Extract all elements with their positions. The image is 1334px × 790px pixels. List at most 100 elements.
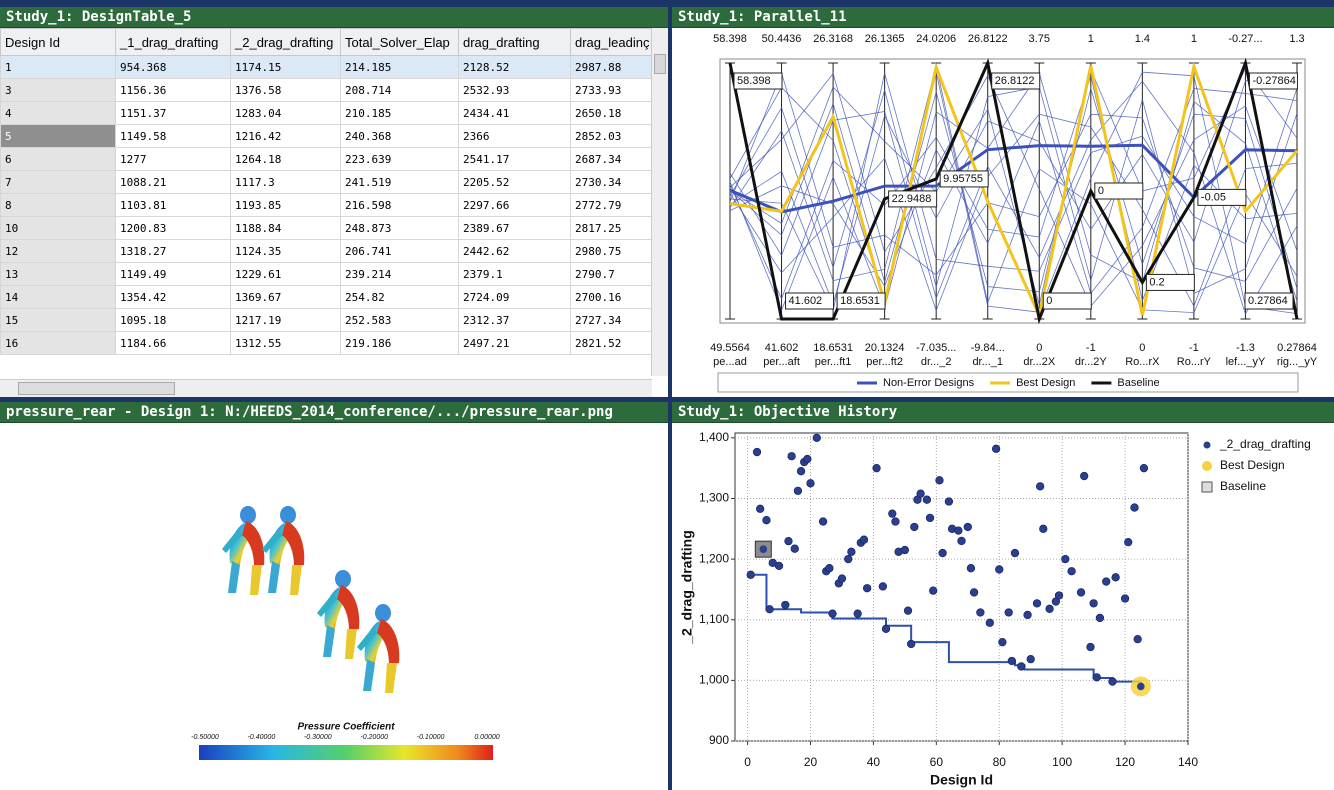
axis-top-label: 26.8122 bbox=[968, 33, 1008, 45]
scroll-thumb[interactable] bbox=[18, 382, 175, 395]
table-cell: 2724.09 bbox=[458, 285, 571, 309]
column-header[interactable]: Design Id bbox=[0, 28, 116, 56]
axis-name: Ro...rY bbox=[1177, 356, 1212, 368]
y-tick-label: 1,100 bbox=[699, 612, 729, 626]
table-row[interactable]: 1 954.368 1174.15 214.185 2128.52 2987.88 bbox=[0, 55, 653, 79]
legend-swatch bbox=[1201, 481, 1213, 493]
design-point bbox=[847, 547, 856, 556]
design-point bbox=[1039, 524, 1048, 533]
y-tick-label: 1,200 bbox=[699, 551, 729, 565]
table-cell: 1193.85 bbox=[230, 193, 341, 217]
table-cell: 1149.58 bbox=[115, 124, 231, 148]
design-point bbox=[759, 545, 768, 553]
design-point bbox=[954, 526, 963, 535]
legend-label: Best Design bbox=[1220, 458, 1285, 472]
design-point bbox=[922, 495, 932, 504]
design-point bbox=[1086, 642, 1095, 652]
table-row[interactable]: 3 1156.36 1376.58 208.714 2532.93 2733.93 bbox=[0, 78, 653, 102]
table-cell: 1088.21 bbox=[115, 170, 231, 194]
scroll-thumb[interactable] bbox=[654, 54, 666, 74]
header-row: Design Id _1_drag_drafting _2_drag_draftin… bbox=[0, 28, 653, 56]
value-box bbox=[733, 72, 783, 90]
pressure-image: Pressure Coefficient -0.50000 -0.40000 -0.… bbox=[191, 506, 500, 760]
axis-top-label: 58.398 bbox=[713, 33, 747, 45]
value-box bbox=[1244, 292, 1294, 310]
column-header[interactable]: drag_leadinç bbox=[570, 28, 653, 56]
table-row[interactable]: 16 1184.66 1312.55 219.186 2497.21 2821.52 bbox=[0, 331, 653, 355]
axis-bottom-label: -1.3 bbox=[1236, 342, 1255, 354]
design-point bbox=[853, 609, 862, 618]
table-cell: 8 bbox=[0, 193, 116, 217]
axis-top-label: 3.75 bbox=[1029, 33, 1050, 45]
design-point bbox=[957, 536, 966, 546]
panel-title: pressure_rear - Design 1: N:/HEEDS_2014_… bbox=[0, 402, 668, 423]
table-cell: 1354.42 bbox=[115, 285, 231, 309]
table-cell: 2205.52 bbox=[458, 170, 571, 194]
column-header[interactable]: drag_drafting bbox=[458, 28, 571, 56]
design-point bbox=[1054, 591, 1064, 600]
axis-bottom-label: 20.1324 bbox=[865, 342, 905, 354]
table-wrap: Design Id _1_drag_drafting _2_drag_draftin… bbox=[0, 28, 668, 376]
table-cell: 10 bbox=[0, 216, 116, 240]
vertical-scrollbar[interactable] bbox=[651, 28, 668, 376]
axis-name: per...aft bbox=[763, 356, 800, 368]
design-point bbox=[862, 584, 872, 593]
design-point bbox=[1137, 682, 1145, 691]
design-point bbox=[1007, 656, 1016, 666]
value-box bbox=[1094, 182, 1144, 200]
table-row[interactable]: 8 1103.81 1193.85 216.598 2297.66 2772.79 bbox=[0, 193, 653, 217]
design-point bbox=[995, 565, 1004, 574]
table-cell: 2821.52 bbox=[570, 331, 653, 355]
legend-swatch bbox=[1202, 461, 1212, 471]
table-row[interactable]: 13 1149.49 1229.61 239.214 2379.1 2790.7 bbox=[0, 262, 653, 286]
column-header[interactable]: _2_drag_drafting bbox=[230, 28, 341, 56]
design-point bbox=[1124, 537, 1133, 547]
design-point bbox=[878, 582, 888, 591]
axis-bottom-label: 0.27864 bbox=[1277, 342, 1317, 354]
objective-history-chart: 0 20 40 60 80 100 120 140 900 1,000 1,100 1,200 1,30… bbox=[679, 430, 1311, 788]
x-tick-label: 40 bbox=[867, 755, 881, 769]
table-cell: 219.186 bbox=[340, 331, 459, 355]
axis-bottom-label: 0 bbox=[1139, 342, 1145, 354]
x-tick-label: 0 bbox=[744, 755, 751, 769]
design-line bbox=[729, 86, 1298, 294]
design-point bbox=[966, 564, 976, 573]
table-row[interactable]: 7 1088.21 1117.3 241.519 2205.52 2730.34 bbox=[0, 170, 653, 194]
axis-name: dr...2X bbox=[1023, 356, 1055, 368]
table-row[interactable]: 10 1200.83 1188.84 248.873 2389.67 2817.25 bbox=[0, 216, 653, 240]
design-point bbox=[793, 486, 803, 496]
table-cell: 1184.66 bbox=[115, 331, 231, 355]
value-box bbox=[939, 170, 989, 188]
legend-label: Non-Error Designs bbox=[883, 377, 975, 389]
table-cell: 2389.67 bbox=[458, 216, 571, 240]
design-point bbox=[756, 504, 765, 513]
table-cell: 1095.18 bbox=[115, 308, 231, 332]
value-box bbox=[1042, 292, 1092, 310]
horizontal-scrollbar[interactable] bbox=[0, 379, 652, 397]
table-cell: 2852.03 bbox=[570, 124, 653, 148]
table-row[interactable]: 4 1151.37 1283.04 210.185 2434.41 2650.18 bbox=[0, 101, 653, 125]
table-cell: 1174.15 bbox=[230, 55, 341, 79]
table-row[interactable]: 6 1277 1264.18 223.639 2541.17 2687.34 bbox=[0, 147, 653, 171]
axis-top-label: 1 bbox=[1088, 33, 1094, 45]
table-row[interactable]: 14 1354.42 1369.67 254.82 2724.09 2700.16 bbox=[0, 285, 653, 309]
design-line bbox=[729, 71, 1298, 282]
x-tick-label: 100 bbox=[1052, 755, 1072, 769]
design-point bbox=[1004, 608, 1013, 617]
design-point bbox=[1026, 654, 1035, 664]
table-cell: 15 bbox=[0, 308, 116, 332]
table-row[interactable]: 5 1149.58 1216.42 240.368 2366 2852.03 bbox=[0, 124, 653, 148]
rider-model bbox=[357, 604, 400, 693]
design-line bbox=[729, 80, 1298, 315]
table-cell: 954.368 bbox=[115, 55, 231, 79]
axis-name: lef..._yY bbox=[1226, 356, 1266, 368]
design-point bbox=[1010, 548, 1020, 558]
table-row[interactable]: 12 1318.27 1124.35 206.741 2442.62 2980.75 bbox=[0, 239, 653, 263]
design-point bbox=[1092, 673, 1101, 682]
table-cell: 2532.93 bbox=[458, 78, 571, 102]
column-header[interactable]: Total_Solver_Elap bbox=[340, 28, 459, 56]
table-cell: 1229.61 bbox=[230, 262, 341, 286]
column-header[interactable]: _1_drag_drafting bbox=[115, 28, 231, 56]
table-cell: 2650.18 bbox=[570, 101, 653, 125]
table-row[interactable]: 15 1095.18 1217.19 252.583 2312.37 2727.34 bbox=[0, 308, 653, 332]
